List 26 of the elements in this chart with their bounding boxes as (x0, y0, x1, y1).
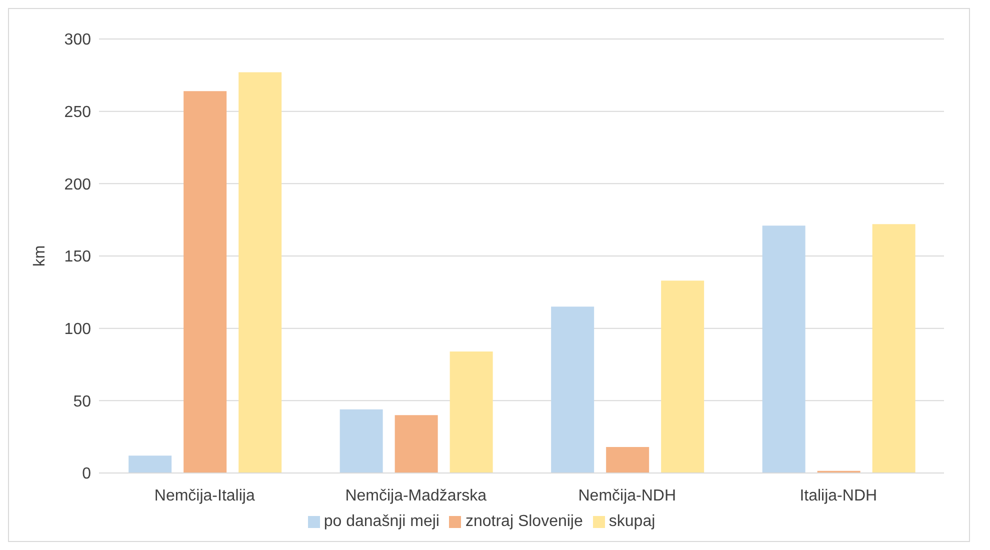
y-tick-label: 300 (64, 32, 92, 49)
bar (184, 91, 227, 473)
y-tick-label: 100 (64, 321, 92, 338)
y-tick-label: 50 (73, 393, 92, 410)
x-tick-label: Nemčija-NDH (578, 487, 676, 504)
y-tick-label: 150 (64, 248, 92, 266)
legend-label: skupaj (608, 513, 656, 530)
x-tick-label: Italija-NDH (800, 487, 878, 504)
bar (128, 456, 172, 473)
bar (872, 224, 916, 473)
bar (551, 306, 594, 473)
bar (340, 409, 383, 473)
x-tick-label: Nemčija-Madžarska (345, 487, 487, 504)
bar (606, 446, 650, 473)
y-tick-label: 200 (64, 176, 92, 194)
bar (762, 226, 806, 473)
x-tick-label: Nemčija-Italija (154, 487, 255, 504)
y-tick-label: 250 (64, 104, 92, 122)
bar (450, 351, 493, 473)
bar (394, 415, 438, 473)
bar (238, 72, 282, 473)
legend-label: po današnji meji (324, 513, 440, 530)
bar (661, 280, 704, 473)
y-axis-title: km (32, 245, 49, 267)
y-tick-label: 0 (82, 466, 92, 483)
legend-label: znotraj Slovenije (465, 513, 583, 530)
